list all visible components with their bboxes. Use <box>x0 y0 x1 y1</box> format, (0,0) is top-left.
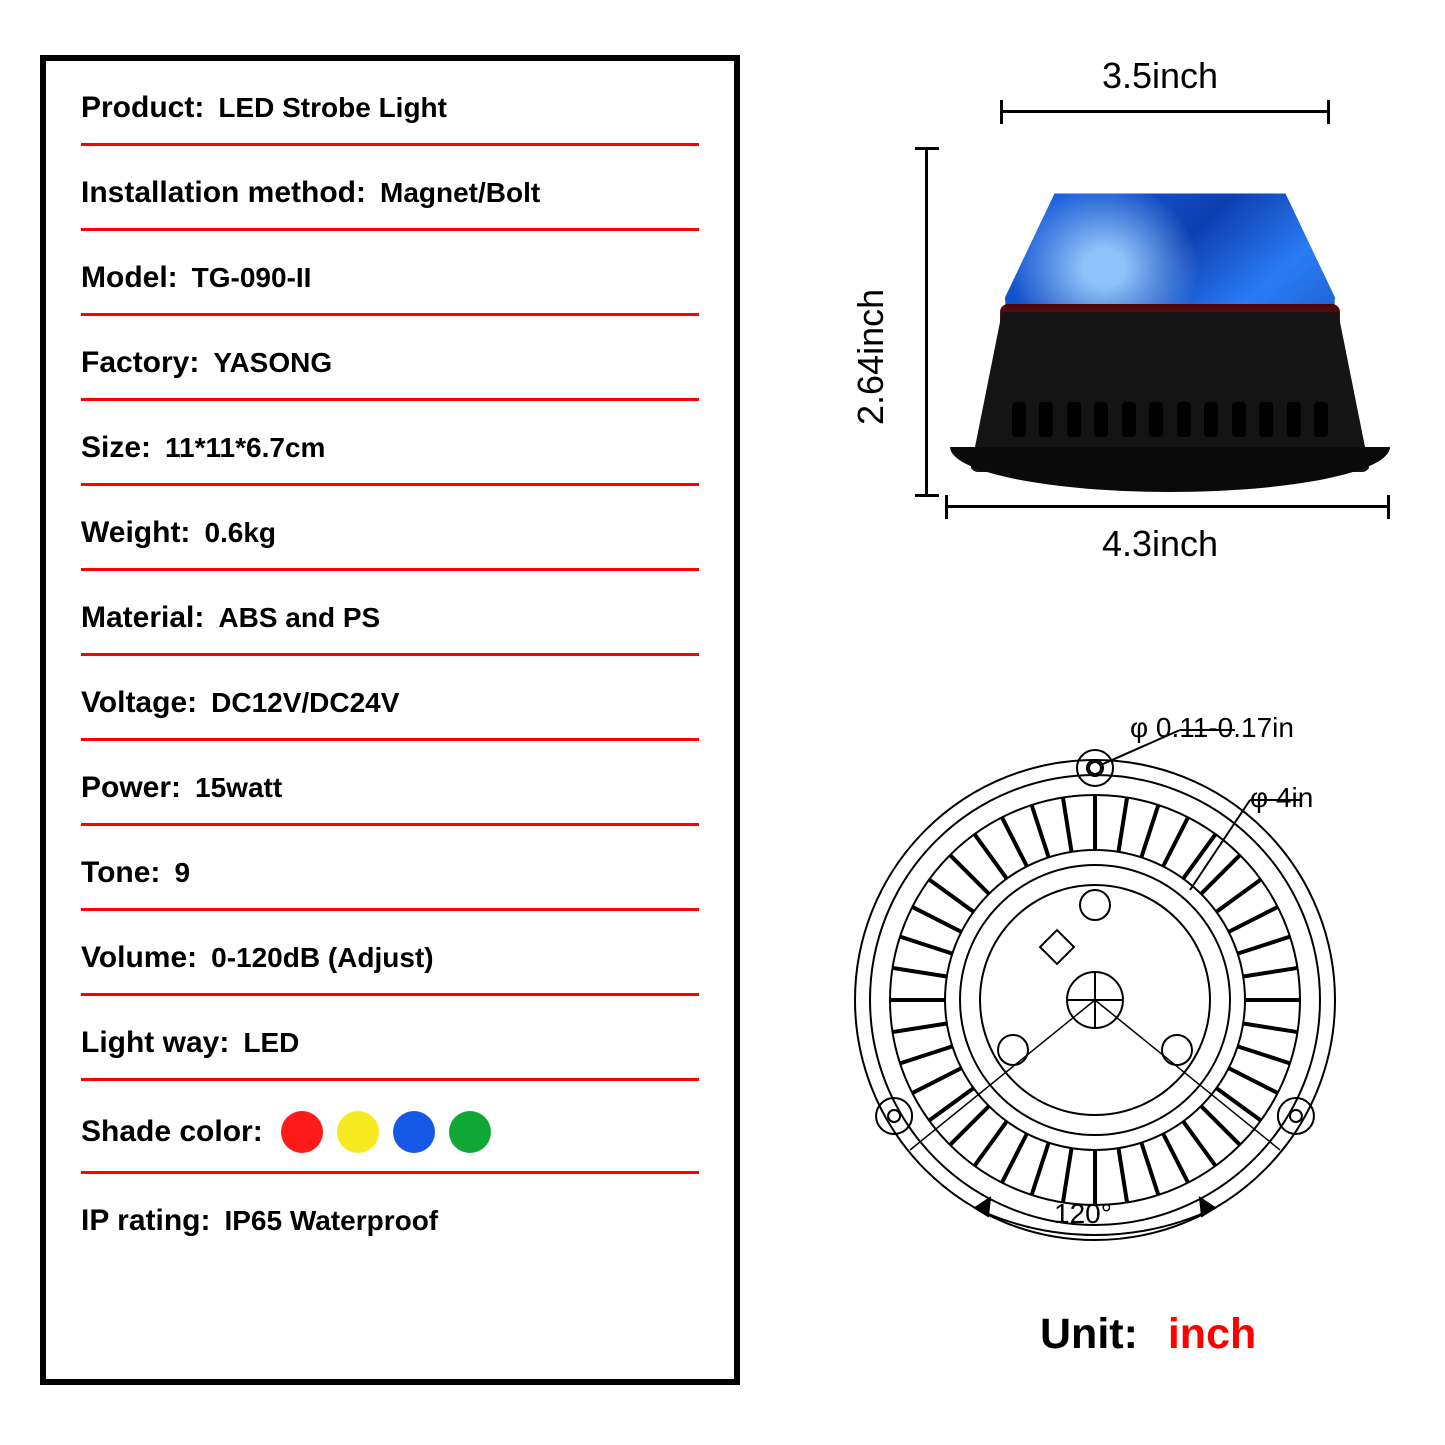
spec-label: Material: <box>81 601 204 635</box>
spec-value: TG-090-II <box>192 262 312 294</box>
spec-label: Volume: <box>81 941 197 975</box>
color-swatch <box>393 1111 435 1153</box>
spec-label: Product: <box>81 91 204 125</box>
spec-row: Model: TG-090-II <box>81 231 699 316</box>
spec-label: Model: <box>81 261 178 295</box>
color-swatch <box>337 1111 379 1153</box>
spec-row: Factory: YASONG <box>81 316 699 401</box>
angle-label: 120° <box>1054 1198 1112 1230</box>
shade-color-swatches <box>281 1111 491 1153</box>
dimension-bottom-bar <box>945 505 1390 508</box>
unit-value: inch <box>1168 1310 1256 1358</box>
dimension-top-label: 3.5inch <box>1020 55 1300 97</box>
dimension-bottom-label: 4.3inch <box>1020 523 1300 565</box>
spec-row: Voltage: DC12V/DC24V <box>81 656 699 741</box>
spec-row: Power: 15watt <box>81 741 699 826</box>
spec-value: 0-120dB (Adjust) <box>211 942 433 974</box>
spec-row: Material: ABS and PS <box>81 571 699 656</box>
hole-diameter-label: φ 0.11-0.17in <box>1130 712 1294 744</box>
strobe-light-icon <box>950 147 1390 492</box>
spec-row: Size: 11*11*6.7cm <box>81 401 699 486</box>
spec-row: Volume: 0-120dB (Adjust) <box>81 911 699 996</box>
spec-label: Shade color: <box>81 1115 263 1149</box>
spec-value: LED <box>243 1027 299 1059</box>
spec-value: ABS and PS <box>218 602 380 634</box>
spec-label: Installation method: <box>81 176 366 210</box>
spec-row: Product: LED Strobe Light <box>81 61 699 146</box>
spec-value: 9 <box>174 857 190 889</box>
spec-row: IP rating: IP65 Waterproof <box>81 1174 699 1256</box>
spec-value: 0.6kg <box>204 517 276 549</box>
spec-row: Weight: 0.6kg <box>81 486 699 571</box>
dimension-height-label: 2.64inch <box>850 289 892 425</box>
spec-value: LED Strobe Light <box>218 92 447 124</box>
spec-label: Light way: <box>81 1026 229 1060</box>
spec-label: Power: <box>81 771 181 805</box>
spec-row: Shade color: <box>81 1081 699 1174</box>
spec-row: Tone: 9 <box>81 826 699 911</box>
spec-value: IP65 Waterproof <box>224 1205 438 1237</box>
product-dimension-figure: 3.5inch 2.64inch 4.3inch <box>830 55 1410 595</box>
spec-label: Weight: <box>81 516 190 550</box>
spec-table: Product: LED Strobe Light Installation met… <box>40 55 740 1385</box>
unit-note: Unit: inch <box>1040 1310 1256 1359</box>
technical-drawing: φ 0.11-0.17in φ 4in 120° <box>830 700 1390 1280</box>
color-swatch <box>449 1111 491 1153</box>
inner-diameter-label: φ 4in <box>1250 782 1313 814</box>
dimension-top-bar <box>1000 110 1330 113</box>
spec-value: 11*11*6.7cm <box>165 432 325 464</box>
spec-value: Magnet/Bolt <box>380 177 540 209</box>
color-swatch <box>281 1111 323 1153</box>
spec-value: 15watt <box>195 772 282 804</box>
dimension-height-bar <box>925 147 928 497</box>
spec-label: Size: <box>81 431 151 465</box>
spec-row: Light way: LED <box>81 996 699 1081</box>
spec-label: Voltage: <box>81 686 197 720</box>
spec-value: YASONG <box>213 347 332 379</box>
spec-label: Factory: <box>81 346 199 380</box>
spec-value: DC12V/DC24V <box>211 687 399 719</box>
spec-label: Tone: <box>81 856 160 890</box>
spec-row: Installation method: Magnet/Bolt <box>81 146 699 231</box>
spec-label: IP rating: <box>81 1204 210 1238</box>
unit-label: Unit: <box>1040 1310 1138 1358</box>
